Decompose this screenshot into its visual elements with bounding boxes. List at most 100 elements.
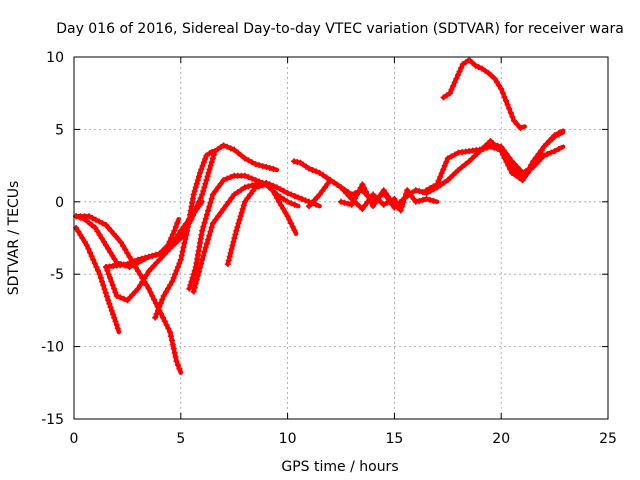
data-point (206, 232, 213, 239)
data-point (338, 198, 344, 205)
data-point (91, 260, 98, 267)
data-point (446, 90, 453, 97)
data-point (212, 187, 219, 194)
data-point (269, 187, 276, 194)
data-point (199, 256, 206, 263)
x-tick-label: 5 (176, 431, 185, 447)
data-point (535, 151, 542, 158)
data-point (247, 191, 254, 198)
data-point (99, 278, 106, 285)
data-point (451, 79, 458, 86)
data-point (135, 256, 142, 263)
data-point (163, 247, 170, 254)
data-point (182, 236, 189, 243)
data-point (284, 198, 291, 205)
x-tick-label: 10 (279, 431, 297, 447)
data-point (504, 101, 511, 108)
data-point (149, 252, 156, 259)
data-point (281, 196, 288, 203)
data-point (177, 235, 184, 241)
data-point (238, 152, 245, 159)
axis-ticks: 0 5 10 15 20 25 -15 -10 -5 0 5 10 (41, 50, 617, 447)
data-point (288, 191, 295, 198)
data-point (141, 275, 148, 282)
data-point (149, 292, 156, 299)
data-point (241, 198, 248, 205)
data-point (245, 183, 252, 190)
data-point (195, 268, 202, 275)
data-point (249, 175, 255, 182)
data-point (478, 65, 485, 72)
data-point (215, 213, 222, 220)
data-point (462, 59, 469, 66)
data-point (161, 318, 168, 325)
data-point (334, 181, 341, 188)
data-point (117, 239, 124, 246)
data-point (364, 192, 371, 199)
data-point (198, 260, 205, 267)
data-point (117, 294, 124, 301)
data-point (177, 256, 184, 263)
data-point (171, 349, 178, 356)
data-point (109, 282, 116, 289)
data-point (131, 258, 138, 265)
data-point (288, 220, 295, 227)
data-point (234, 189, 241, 196)
data-point (514, 121, 521, 128)
data-point (183, 231, 190, 238)
data-point (450, 82, 457, 89)
data-point (249, 159, 255, 166)
y-tick-label: 5 (55, 122, 64, 138)
data-point (200, 187, 207, 194)
data-point (416, 188, 423, 195)
data-point (498, 85, 505, 92)
data-point (455, 166, 462, 173)
data-point (107, 249, 114, 256)
data-point (152, 251, 159, 258)
data-point (350, 198, 357, 205)
data-point (227, 174, 234, 181)
y-tick-label: -15 (41, 412, 64, 428)
data-point (362, 188, 369, 195)
data-point (122, 246, 129, 253)
data-point (187, 282, 194, 289)
data-point (289, 223, 296, 230)
data-point (249, 182, 255, 189)
data-point (231, 191, 238, 198)
data-point (85, 213, 92, 220)
data-point (173, 267, 180, 274)
data-point (278, 202, 285, 209)
data-point (355, 188, 362, 195)
y-tick-label: 0 (55, 195, 64, 211)
data-point (284, 213, 291, 220)
data-point (319, 187, 326, 194)
x-tick-label: 15 (385, 431, 403, 447)
data-point (196, 198, 203, 205)
data-point (412, 187, 419, 194)
data-point (235, 220, 242, 227)
data-point (81, 238, 88, 245)
data-point (111, 314, 118, 321)
data-point (323, 174, 330, 181)
data-point (416, 197, 423, 204)
data-point (519, 177, 526, 184)
data-point (234, 224, 241, 231)
data-point (236, 216, 243, 223)
data-point (96, 271, 103, 278)
data-point (108, 278, 115, 285)
data-point (172, 223, 179, 230)
data-point (178, 252, 185, 259)
data-point (316, 191, 323, 198)
series-track-a (73, 224, 122, 335)
data-point (441, 179, 448, 186)
data-point (164, 285, 171, 292)
data-point (124, 261, 131, 268)
data-point (180, 244, 187, 251)
data-point (419, 196, 426, 203)
data-point (232, 231, 239, 238)
data-point (203, 152, 210, 159)
data-series (73, 56, 566, 375)
data-point (252, 161, 259, 168)
data-point (281, 188, 288, 195)
x-tick-label: 20 (492, 431, 510, 447)
